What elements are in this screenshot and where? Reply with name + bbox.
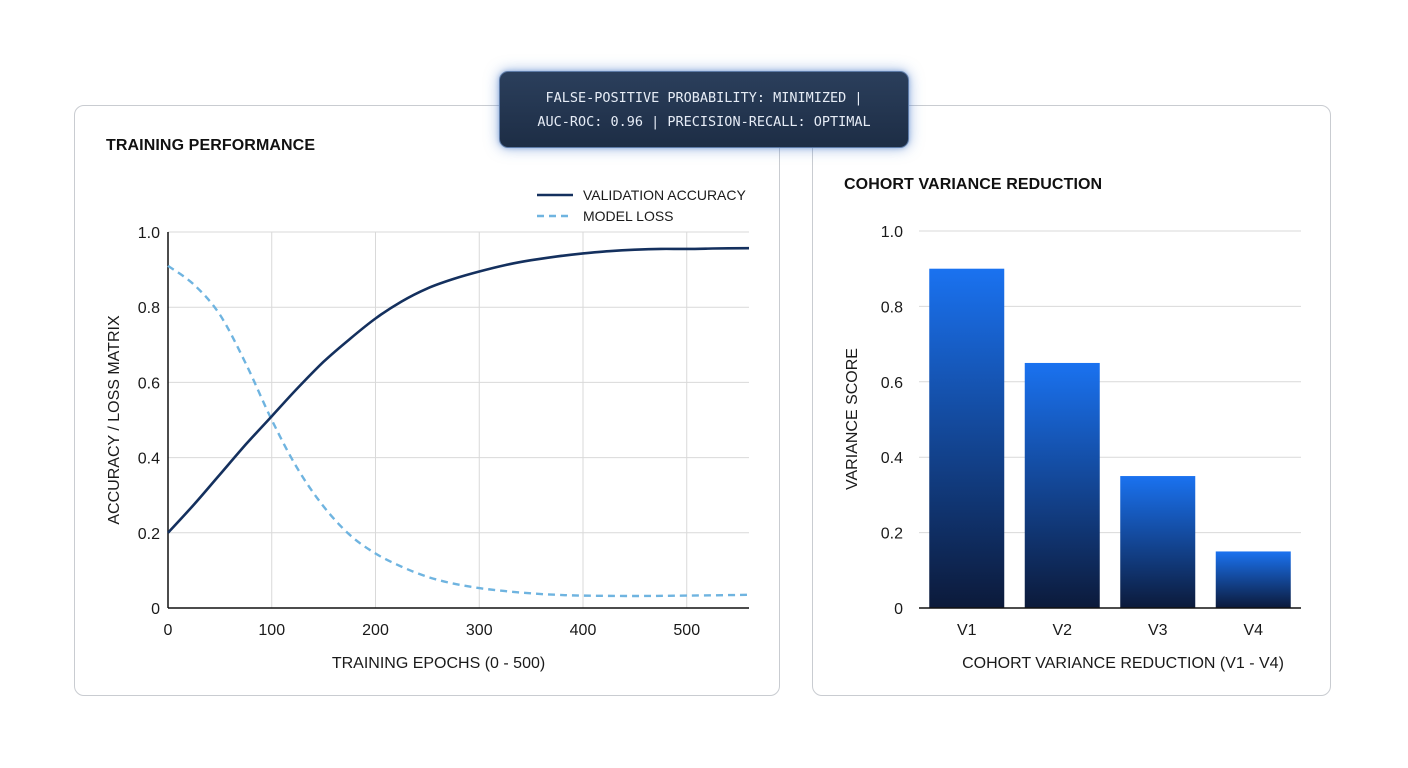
y-tick-label: 0.2	[881, 526, 903, 543]
y-tick-label: 0	[151, 601, 160, 618]
y-tick-label: 0.8	[881, 299, 903, 316]
bar-v4	[1215, 551, 1291, 608]
cohort-variance-panel: COHORT VARIANCE REDUCTION 0 0.2 0.4 0.6 0.8 1…	[812, 105, 1331, 696]
y-tick-label: 0.4	[881, 450, 903, 467]
line-chart-grid	[168, 231, 749, 608]
y-tick-label: 0.8	[138, 300, 160, 317]
bar-v1	[929, 268, 1005, 608]
y-axis-label: ACCURACY / LOSS MATRIX	[106, 315, 123, 525]
x-tick-label: 400	[570, 622, 597, 639]
x-tick-label: V1	[957, 622, 977, 639]
line-chart-legend: VALIDATION ACCURACY MODEL LOSS	[537, 187, 747, 224]
x-tick-label: 100	[258, 622, 285, 639]
line-chart-title: TRAINING PERFORMANCE	[106, 137, 316, 154]
banner-line-1: FALSE-POSITIVE PROBABILITY: MINIMIZED |	[545, 90, 863, 106]
x-axis-label: COHORT VARIANCE REDUCTION (V1 - V4)	[962, 655, 1284, 672]
x-tick-label: 300	[466, 622, 493, 639]
bar-chart-title: COHORT VARIANCE REDUCTION	[844, 176, 1103, 193]
x-tick-label: V2	[1052, 622, 1072, 639]
bar-v2	[1024, 362, 1100, 608]
y-axis-label: VARIANCE SCORE	[844, 348, 861, 490]
y-tick-label: 0.2	[138, 526, 160, 543]
series-model-loss-line	[167, 264, 750, 598]
y-tick-label: 0.6	[138, 375, 160, 392]
banner-line-2: AUC-ROC: 0.96 | PRECISION-RECALL: OPTIMA…	[537, 114, 871, 130]
x-tick-label: V3	[1148, 622, 1168, 639]
series-validation-accuracy-line	[167, 246, 750, 534]
y-tick-label: 0	[894, 601, 903, 618]
legend-label-loss: MODEL LOSS	[583, 208, 674, 224]
line-chart: 0 0.2 0.4 0.6 0.8 1.0 0 100 200 300 400 500 VALIDATI…	[106, 187, 750, 672]
metrics-banner: FALSE-POSITIVE PROBABILITY: MINIMIZED | …	[499, 71, 909, 148]
x-tick-label: V4	[1243, 622, 1263, 639]
bar-v3	[1120, 476, 1196, 608]
legend-label-accuracy: VALIDATION ACCURACY	[583, 187, 747, 203]
y-tick-label: 1.0	[138, 225, 160, 242]
bar-chart: 0 0.2 0.4 0.6 0.8 1.0 V1 V2 V3 V4 COHORT VARIANCE …	[844, 224, 1301, 672]
x-axis-label: TRAINING EPOCHS (0 - 500)	[332, 655, 545, 672]
x-tick-label: 200	[362, 622, 389, 639]
x-tick-label: 0	[164, 622, 173, 639]
y-tick-label: 1.0	[881, 224, 903, 241]
training-performance-panel: TRAINING PERFORMANCE 0 0.2 0.4 0.6 0.8 1.0 0 10…	[74, 105, 780, 696]
y-tick-label: 0.6	[881, 375, 903, 392]
y-tick-label: 0.4	[138, 451, 160, 468]
x-tick-label: 500	[673, 622, 700, 639]
